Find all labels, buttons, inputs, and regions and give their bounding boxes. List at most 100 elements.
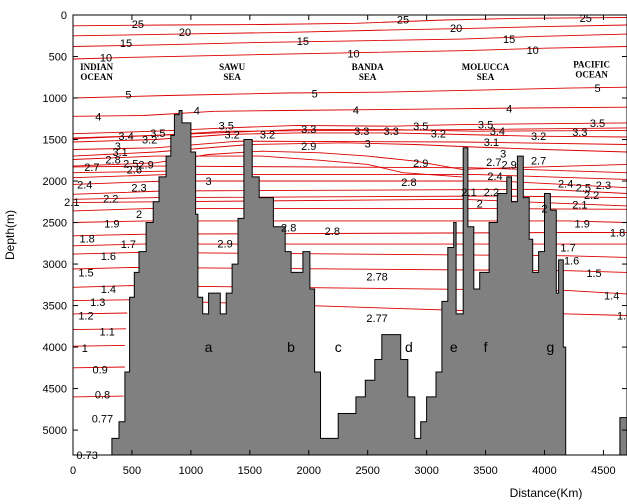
contour-label: 2.8 bbox=[105, 154, 120, 166]
contour-label: 3.4 bbox=[490, 126, 505, 138]
contour-label: 2.7 bbox=[84, 162, 99, 174]
contour-line-33 bbox=[73, 395, 124, 398]
x-tick-label: 4000 bbox=[532, 465, 556, 477]
contour-label: 1.4 bbox=[604, 291, 619, 303]
contour-line-16 bbox=[73, 173, 627, 180]
region-label: SEA bbox=[223, 72, 241, 82]
x-tick-label: 2500 bbox=[355, 465, 379, 477]
contour-line-0 bbox=[73, 17, 627, 27]
contour-label: 0.8 bbox=[95, 389, 110, 401]
contour-label: 2.4 bbox=[77, 179, 92, 191]
contour-line-7 bbox=[73, 132, 627, 143]
contour-label: 1.2 bbox=[78, 311, 93, 323]
contour-label: 20 bbox=[450, 23, 462, 35]
contour-line-32 bbox=[73, 366, 125, 369]
contour-line-14 bbox=[73, 165, 627, 174]
contour-line-13 bbox=[73, 155, 463, 178]
contour-label: 1.5 bbox=[78, 267, 93, 279]
contour-line-18 bbox=[73, 188, 627, 195]
x-axis-label: Distance(Km) bbox=[510, 486, 583, 500]
contour-line-31 bbox=[73, 344, 125, 347]
contour-line-3 bbox=[73, 46, 627, 60]
x-tick-label: 3000 bbox=[414, 465, 438, 477]
contour-label: 2.2 bbox=[103, 193, 118, 205]
ridge-label-e: e bbox=[450, 339, 458, 355]
contour-label: 3.3 bbox=[301, 124, 316, 136]
contour-label: 15 bbox=[503, 34, 515, 46]
contour-label: 3.5 bbox=[219, 120, 234, 132]
bathymetry-layer bbox=[73, 110, 627, 455]
contour-label: 2.9 bbox=[501, 159, 516, 171]
ridge-label-a: a bbox=[205, 339, 213, 355]
contour-label: 2.6 bbox=[127, 164, 142, 176]
annotation-label: 2.77 bbox=[366, 313, 387, 325]
contour-line-25 bbox=[73, 251, 627, 258]
ridge-labels: a b c d e f g bbox=[205, 339, 555, 355]
contour-label: 5 bbox=[594, 83, 600, 95]
contour-label: 2.9 bbox=[413, 158, 428, 170]
region-label: SEA bbox=[477, 72, 495, 82]
contour-label: 1.4 bbox=[101, 284, 116, 296]
x-axis: 0 500 1000 1500 2000 2500 3000 3500 4000 4500 bbox=[70, 15, 616, 477]
contour-line-22 bbox=[73, 220, 627, 223]
contour-line-27 bbox=[73, 285, 627, 295]
bathymetry-profile bbox=[73, 110, 627, 455]
contour-label: 2.7 bbox=[486, 157, 501, 169]
contour-label: 10 bbox=[347, 49, 359, 61]
contour-label: 1.9 bbox=[104, 218, 119, 230]
region-labels: INDIANOCEANSAWUSEABANDASEAMOLUCCASEAPACI… bbox=[80, 59, 610, 81]
contour-label: 1.6 bbox=[564, 256, 579, 268]
contour-label: 10 bbox=[100, 52, 112, 64]
contour-label: 2.8 bbox=[281, 223, 296, 235]
region-label: MOLUCCA bbox=[462, 62, 510, 72]
y-axis-label: Depth(m) bbox=[3, 210, 17, 260]
contour-label: 3.5 bbox=[590, 118, 605, 130]
ridge-label-f: f bbox=[484, 339, 488, 355]
contour-label: 15 bbox=[297, 36, 309, 48]
contour-label: 3.1 bbox=[484, 137, 499, 149]
contour-label: 25 bbox=[132, 19, 144, 31]
contour-label: 2 bbox=[477, 198, 483, 210]
contour-line-19 bbox=[73, 195, 627, 200]
contour-lines bbox=[73, 17, 627, 398]
contour-label: 2.9 bbox=[301, 141, 316, 153]
contour-label: 2.3 bbox=[131, 183, 146, 195]
ridge-label-g: g bbox=[546, 339, 554, 355]
region-label: SAWU bbox=[219, 62, 246, 72]
contour-label: 1 bbox=[82, 343, 88, 355]
contour-label: 3.5 bbox=[478, 120, 493, 132]
annotation-label: 0.77 bbox=[92, 413, 113, 425]
contour-label: 2.9 bbox=[138, 159, 153, 171]
x-tick-label: 1000 bbox=[179, 465, 203, 477]
contour-label: 10 bbox=[527, 45, 539, 57]
region-label: OCEAN bbox=[80, 72, 113, 82]
contour-label: 2.5 bbox=[576, 183, 591, 195]
contour-label: 3.5 bbox=[413, 121, 428, 133]
contour-label: 2.3 bbox=[596, 180, 611, 192]
x-tick-label: 0 bbox=[70, 465, 76, 477]
y-tick-label: 4500 bbox=[43, 384, 67, 396]
contour-line-24 bbox=[73, 243, 627, 247]
contour-line-29 bbox=[73, 312, 128, 315]
contour-label: 4 bbox=[194, 105, 200, 117]
contour-label: 3.2 bbox=[224, 130, 239, 142]
contour-label: 2.1 bbox=[64, 197, 79, 209]
contour-label: 2.2 bbox=[484, 187, 499, 199]
y-tick-label: 1000 bbox=[43, 93, 67, 105]
contour-line-2 bbox=[73, 33, 627, 47]
x-tick-label: 4500 bbox=[591, 465, 615, 477]
contour-label: 25 bbox=[397, 15, 409, 27]
contour-label: 4 bbox=[353, 105, 359, 117]
ridge-label-b: b bbox=[287, 339, 295, 355]
contour-label: 5 bbox=[312, 88, 318, 100]
annotation-label: 3 bbox=[205, 176, 211, 188]
contour-label: 15 bbox=[120, 38, 132, 50]
y-tick-label: 3000 bbox=[43, 259, 67, 271]
plot-frame bbox=[72, 14, 627, 456]
region-label: BANDA bbox=[352, 62, 385, 72]
ridge-label-d: d bbox=[405, 339, 413, 355]
x-tick-label: 3500 bbox=[473, 465, 497, 477]
contour-label: 3 bbox=[365, 138, 371, 150]
